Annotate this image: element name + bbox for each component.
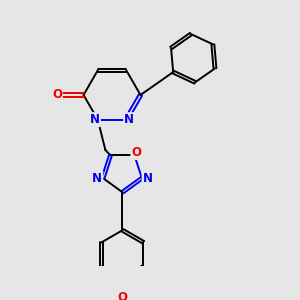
Text: O: O bbox=[131, 146, 141, 159]
Text: O: O bbox=[118, 291, 128, 300]
Text: N: N bbox=[142, 172, 153, 185]
Text: N: N bbox=[124, 113, 134, 126]
Text: N: N bbox=[90, 113, 100, 126]
Text: O: O bbox=[52, 88, 62, 101]
Text: N: N bbox=[92, 172, 102, 185]
